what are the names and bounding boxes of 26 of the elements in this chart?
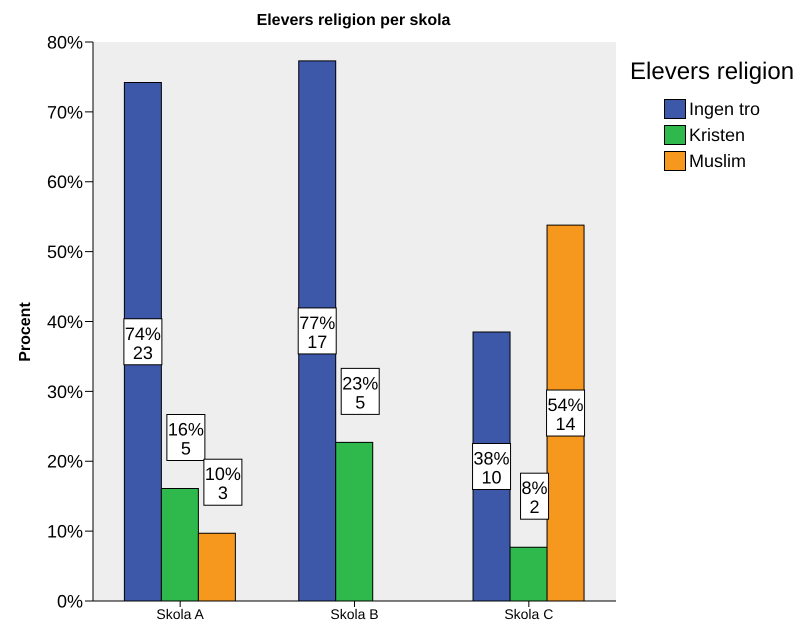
- x-tick-label: Skola B: [330, 606, 379, 622]
- data-label: 8% 2: [522, 478, 548, 518]
- y-tick-label: 50%: [46, 242, 83, 262]
- y-tick-label: 60%: [46, 172, 83, 192]
- x-tick-label: Skola A: [156, 606, 205, 622]
- data-label: 10% 3: [204, 464, 241, 504]
- legend-label: Muslim: [689, 150, 746, 172]
- y-tick-label: 0%: [56, 591, 83, 612]
- x-tick-label: Skola C: [504, 606, 554, 622]
- legend-title: Elevers religion: [630, 58, 794, 86]
- legend-label: Kristen: [689, 124, 746, 146]
- legend-label: Ingen tro: [689, 98, 760, 120]
- data-label: 74% 23: [124, 324, 161, 363]
- y-tick-label: 30%: [46, 382, 83, 402]
- chart-title: Elevers religion per skola: [256, 12, 452, 30]
- data-label: 77% 17: [299, 312, 336, 352]
- y-tick-label: 10%: [46, 522, 83, 542]
- y-axis-title: Procent: [17, 301, 35, 364]
- y-tick-label: 70%: [46, 102, 83, 122]
- y-tick-label: 20%: [46, 452, 83, 472]
- y-tick-label: 40%: [46, 312, 83, 332]
- y-tick-label: 80%: [46, 32, 83, 52]
- data-label: 23% 5: [342, 373, 378, 412]
- data-label: 16% 5: [168, 420, 204, 458]
- data-label: 54% 14: [548, 395, 584, 434]
- data-label: 38% 10: [474, 448, 510, 488]
